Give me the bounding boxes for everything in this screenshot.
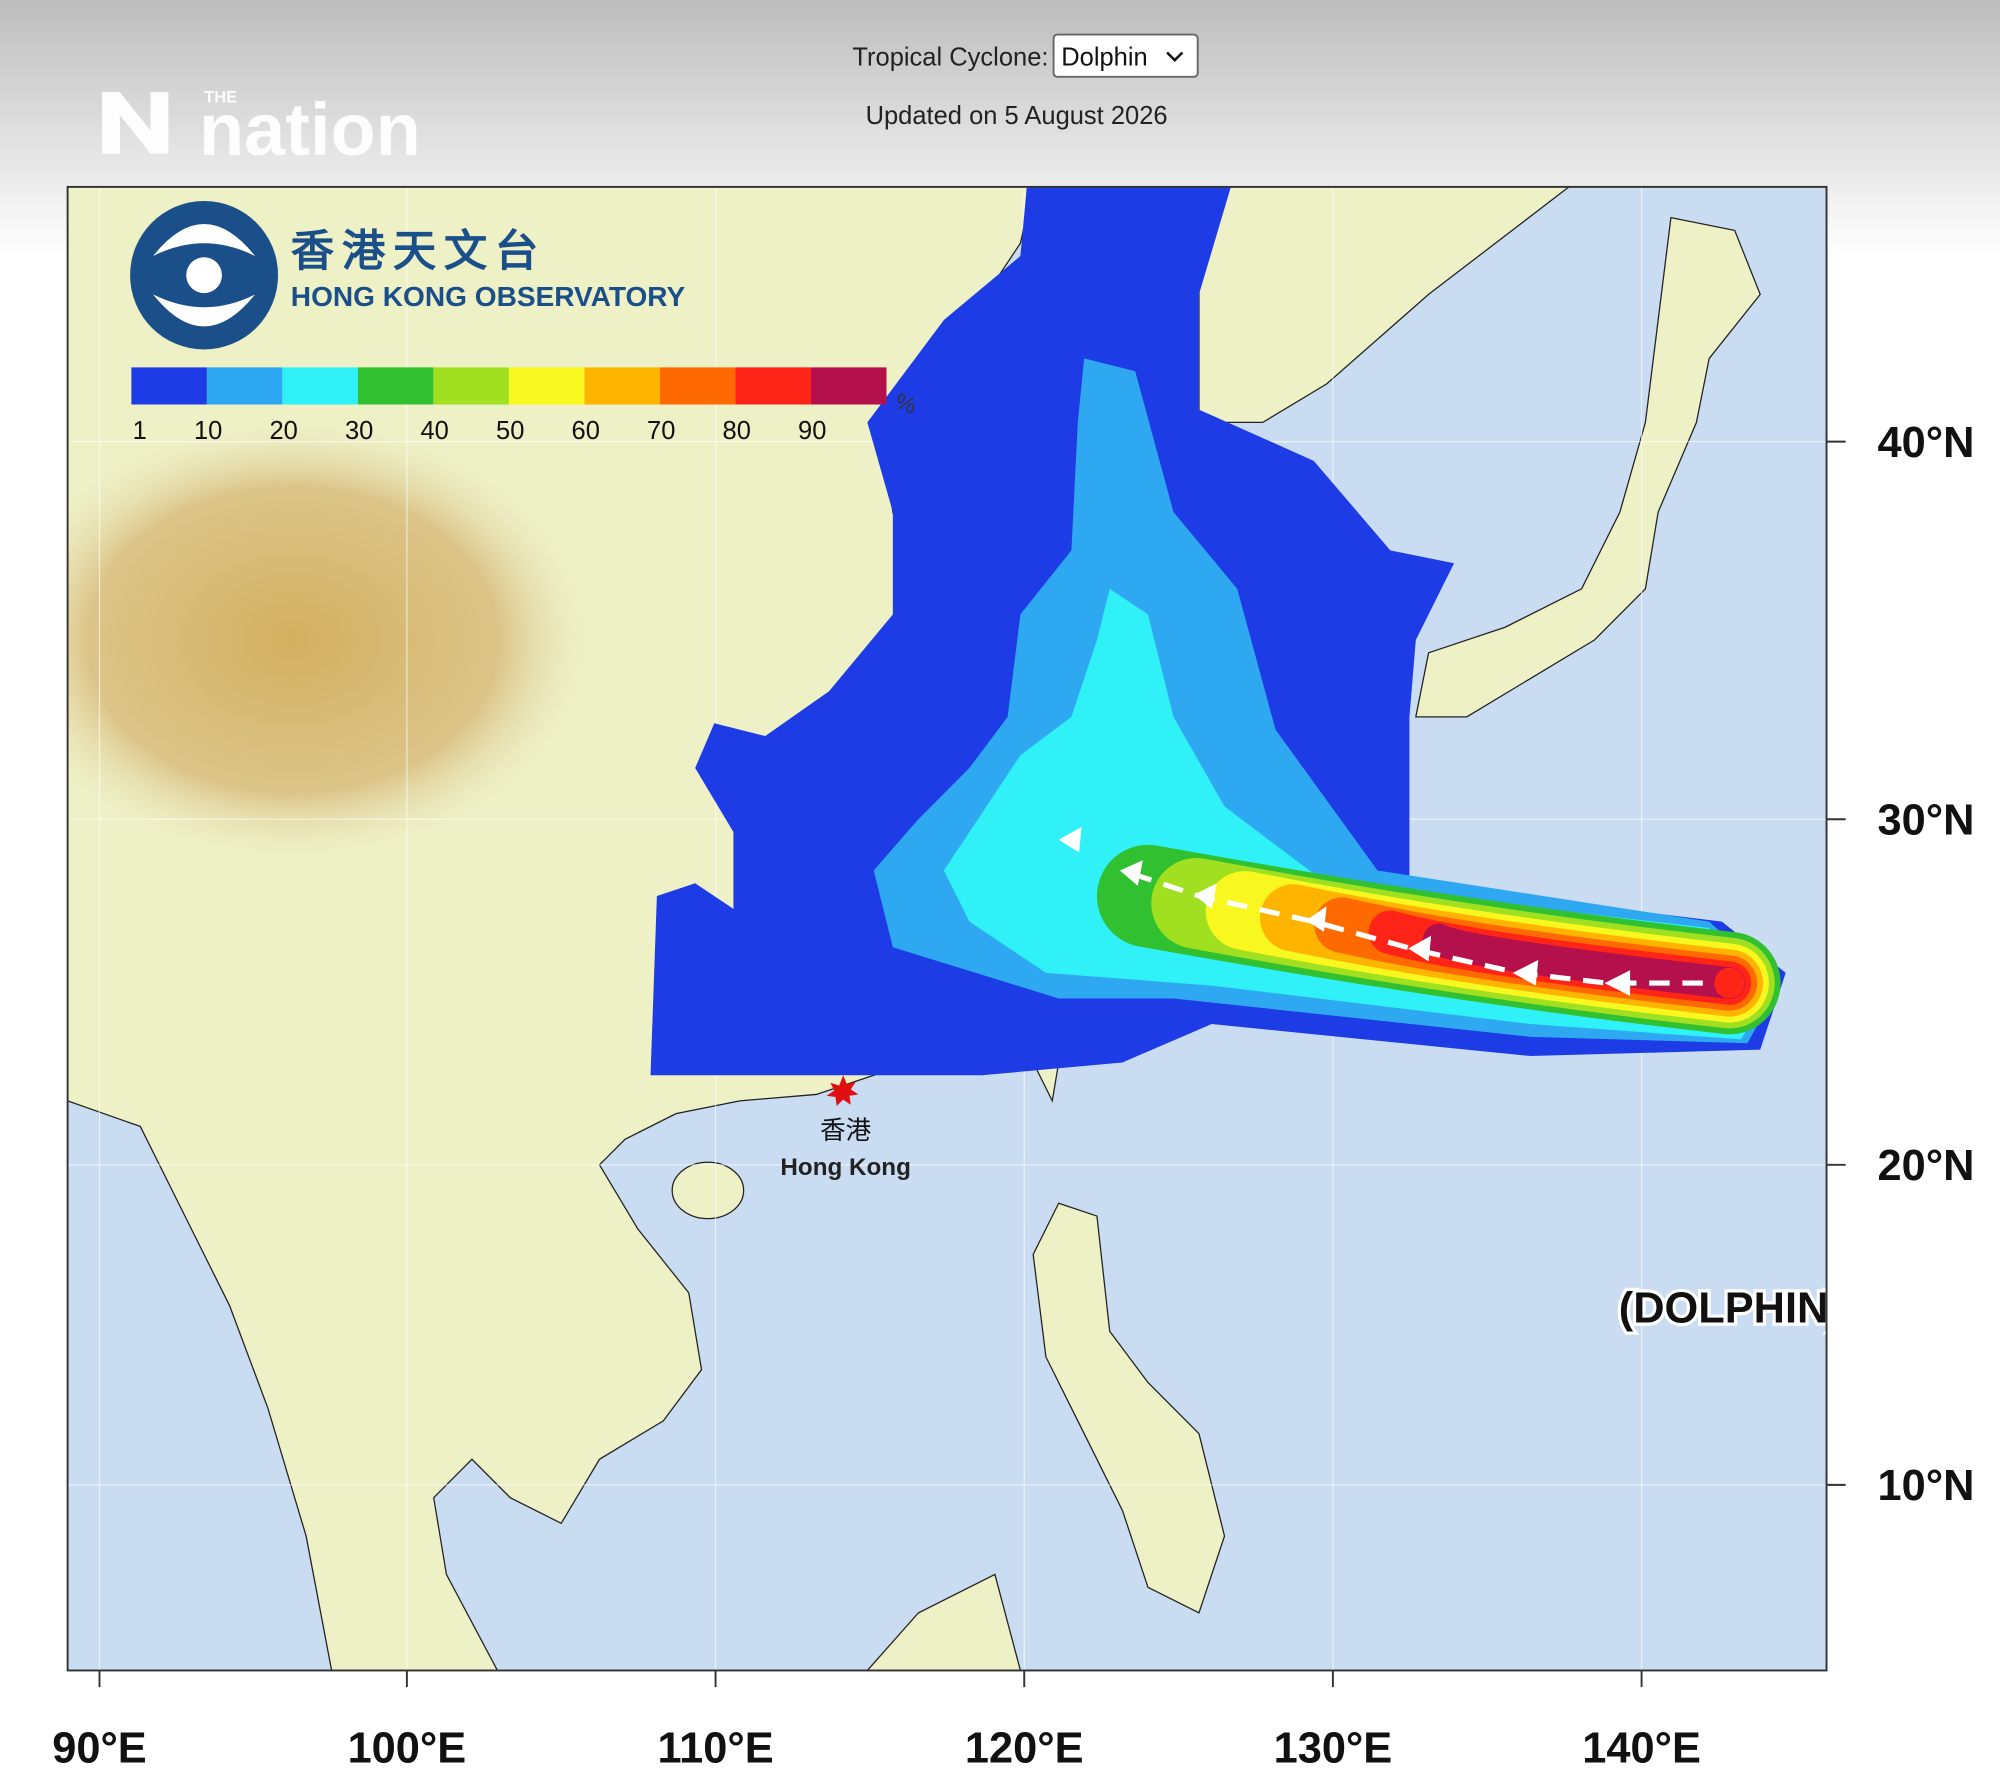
lon-label: 110°E [657, 1725, 773, 1773]
track-arrows [1058, 826, 1631, 996]
legend-label: 90 [798, 417, 826, 445]
observatory-name-en: HONG KONG OBSERVATORY [291, 281, 686, 312]
legend-swatch [433, 367, 509, 405]
watermark-small: THE [204, 87, 237, 106]
lon-label: 90°E [52, 1725, 147, 1773]
legend-swatch [282, 367, 358, 405]
hong-kong-marker [826, 1075, 859, 1106]
watermark-icon [102, 92, 169, 154]
legend: 1 10 20 30 40 50 60 70 80 90 [131, 367, 887, 445]
lon-label: 120°E [965, 1725, 1084, 1773]
legend-swatch [659, 367, 736, 405]
swath-band [1422, 923, 1746, 999]
watermark-brand: nation [199, 88, 421, 171]
lat-label: 40°N [1878, 419, 1975, 467]
legend-swatch [131, 367, 207, 405]
cyclone-label: Tropical Cyclone: [852, 43, 1048, 71]
select-value[interactable]: Dolphin [1061, 43, 1147, 71]
legend-label: 80 [723, 417, 751, 445]
japan [1415, 216, 1761, 718]
map: 香港 Hong Kong 香港天文台 HONG KONG OBSERVATORY… [67, 186, 1864, 1671]
plateau-terrain [67, 422, 587, 858]
city-name-zh: 香港 [820, 1117, 871, 1145]
watermark: THE nation [102, 87, 421, 171]
legend-swatch [584, 367, 660, 405]
legend-label: 30 [345, 417, 373, 445]
lat-label: 20°N [1878, 1142, 1975, 1190]
legend-swatch [357, 367, 434, 405]
philippines [1032, 1202, 1226, 1614]
observatory-logo-core [186, 257, 222, 294]
legend-label: 70 [647, 417, 675, 445]
legend-label: 1 [133, 417, 147, 445]
legend-label: 10 [194, 417, 222, 445]
storm-label: (DOLPHIN)" [1619, 1284, 1864, 1332]
legend-swatch [810, 367, 887, 405]
legend-label: 40 [421, 417, 449, 445]
select-chevron[interactable] [1166, 51, 1184, 62]
lon-label: 130°E [1274, 1725, 1393, 1773]
city-name-en: Hong Kong [780, 1154, 911, 1181]
updated-date: Updated on 5 August 2026 [866, 102, 1168, 130]
observatory-name-zh: 香港天文台 [291, 228, 546, 276]
legend-swatch [735, 367, 811, 405]
legend-label: 60 [572, 417, 600, 445]
borneo [866, 1573, 1022, 1671]
legend-swatch [508, 367, 585, 405]
legend-swatch [206, 367, 283, 405]
map-frame [66, 185, 1828, 1672]
map-axes: 40°N 30°N 20°N 10°N 90°E 100°E 110°E 120°E 130°E… [52, 419, 1974, 1773]
legend-label: 50 [496, 417, 524, 445]
probability-swath [650, 186, 1786, 1076]
lon-label: 100°E [348, 1725, 467, 1773]
lon-label: 140°E [1582, 1725, 1701, 1773]
storm-position [1714, 967, 1745, 999]
lat-label: 30°N [1878, 797, 1975, 845]
legend-label: 20 [269, 417, 297, 445]
select-box[interactable] [1052, 33, 1199, 78]
cyclone-select[interactable]: Dolphin [1052, 33, 1199, 78]
hainan [671, 1161, 745, 1220]
lat-label: 10°N [1878, 1462, 1975, 1510]
